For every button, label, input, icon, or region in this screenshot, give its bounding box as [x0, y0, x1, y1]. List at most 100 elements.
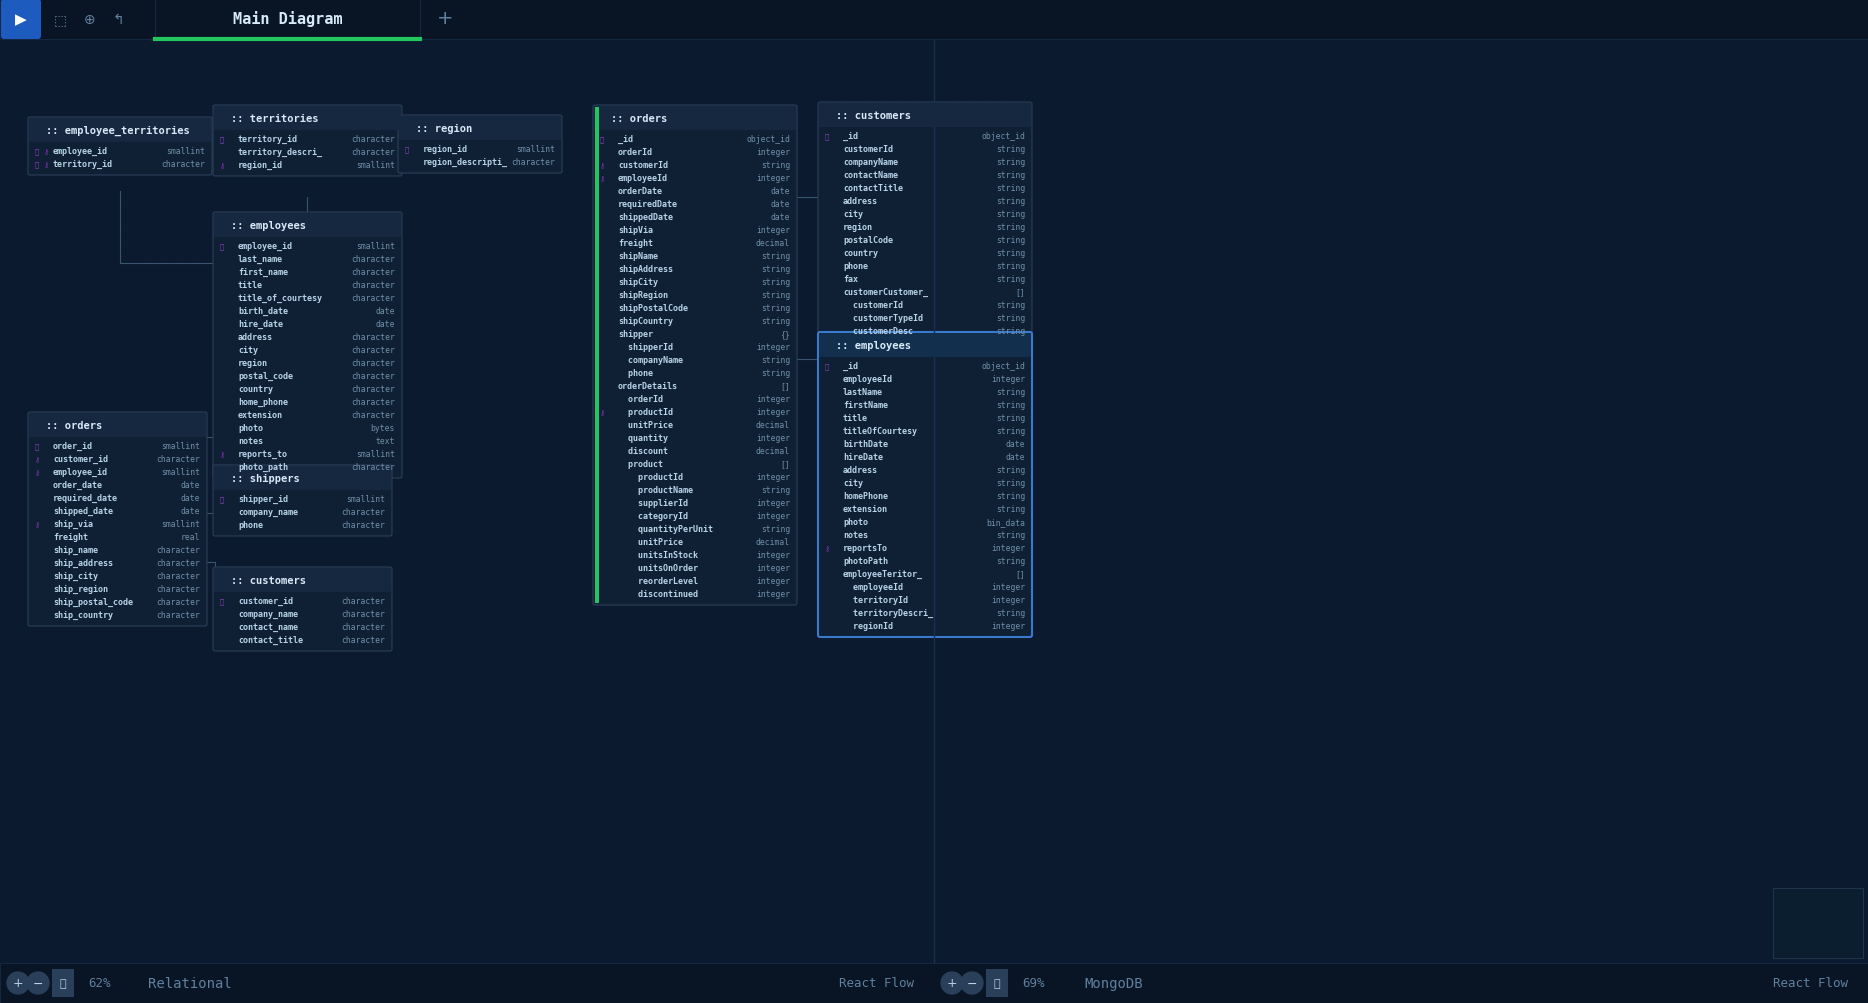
- Point: [867, 901, 897, 917]
- Point: [1765, 631, 1795, 647]
- Point: [902, 560, 932, 576]
- Point: [1657, 703, 1687, 719]
- Point: [291, 649, 321, 665]
- Point: [1351, 379, 1380, 395]
- Point: [742, 524, 771, 540]
- Point: [1171, 506, 1201, 522]
- Text: date: date: [181, 480, 200, 489]
- Point: [183, 901, 213, 917]
- Point: [1334, 163, 1364, 180]
- Point: [1153, 631, 1182, 647]
- Point: [454, 596, 484, 612]
- Point: [1478, 415, 1507, 431]
- Point: [633, 290, 663, 306]
- Point: [1098, 649, 1128, 665]
- Point: [148, 560, 177, 576]
- Point: [867, 272, 897, 288]
- Point: [560, 685, 590, 701]
- Point: [758, 379, 788, 395]
- Point: [796, 883, 826, 899]
- Point: [75, 236, 105, 252]
- Point: [489, 74, 519, 90]
- Point: [219, 218, 248, 234]
- Point: [1334, 811, 1364, 827]
- Text: shipName: shipName: [618, 252, 658, 261]
- Point: [1478, 145, 1507, 161]
- Point: [867, 415, 897, 431]
- Point: [1730, 703, 1760, 719]
- Point: [93, 901, 123, 917]
- Point: [1280, 667, 1309, 683]
- Point: [1405, 487, 1435, 504]
- Point: [21, 901, 50, 917]
- Point: [1009, 937, 1039, 953]
- Point: [992, 901, 1022, 917]
- Point: [1586, 38, 1616, 54]
- Point: [1532, 290, 1562, 306]
- Point: [1765, 182, 1795, 198]
- Point: [454, 451, 484, 467]
- Point: [1153, 811, 1182, 827]
- Point: [1819, 829, 1849, 846]
- Point: [183, 397, 213, 413]
- Point: [1478, 866, 1507, 882]
- Point: [973, 200, 1003, 216]
- Point: [1009, 560, 1039, 576]
- Point: [687, 145, 717, 161]
- Point: [256, 344, 286, 360]
- Point: [1225, 163, 1255, 180]
- Point: [1405, 596, 1435, 612]
- Point: [850, 883, 880, 899]
- Point: [1801, 487, 1831, 504]
- Point: [1280, 596, 1309, 612]
- Point: [39, 127, 69, 143]
- Text: 69%: 69%: [1022, 977, 1044, 990]
- Point: [955, 218, 984, 234]
- Point: [704, 757, 734, 773]
- Point: [1351, 721, 1380, 737]
- Point: [1657, 506, 1687, 522]
- Point: [1747, 236, 1776, 252]
- Text: employeeId: employeeId: [842, 375, 893, 383]
- Point: [1296, 38, 1326, 54]
- Text: ⚷: ⚷: [220, 162, 226, 169]
- Point: [4, 883, 34, 899]
- Point: [1153, 596, 1182, 612]
- Point: [1532, 866, 1562, 882]
- Point: [777, 127, 807, 143]
- Point: [1692, 433, 1722, 449]
- Point: [1405, 506, 1435, 522]
- Point: [39, 469, 69, 485]
- Point: [1730, 739, 1760, 755]
- Point: [955, 596, 984, 612]
- Point: [813, 56, 842, 72]
- Point: [1801, 362, 1831, 378]
- Text: string: string: [996, 557, 1026, 566]
- Point: [1315, 793, 1345, 809]
- Point: [1423, 937, 1453, 953]
- Point: [615, 56, 644, 72]
- Point: [1242, 182, 1272, 198]
- Point: [867, 397, 897, 413]
- Point: [902, 829, 932, 846]
- Point: [669, 379, 699, 395]
- Point: [58, 92, 88, 108]
- Point: [400, 487, 430, 504]
- Point: [75, 848, 105, 864]
- Point: [1098, 919, 1128, 935]
- Point: [1190, 506, 1220, 522]
- Point: [669, 272, 699, 288]
- Point: [1315, 757, 1345, 773]
- Point: [362, 254, 392, 270]
- Point: [1334, 415, 1364, 431]
- Point: [813, 883, 842, 899]
- Point: [973, 560, 1003, 576]
- Point: [669, 721, 699, 737]
- Point: [758, 919, 788, 935]
- Point: [973, 685, 1003, 701]
- Point: [1657, 649, 1687, 665]
- Point: [164, 415, 194, 431]
- Point: [850, 848, 880, 864]
- Point: [435, 379, 465, 395]
- Point: [1532, 901, 1562, 917]
